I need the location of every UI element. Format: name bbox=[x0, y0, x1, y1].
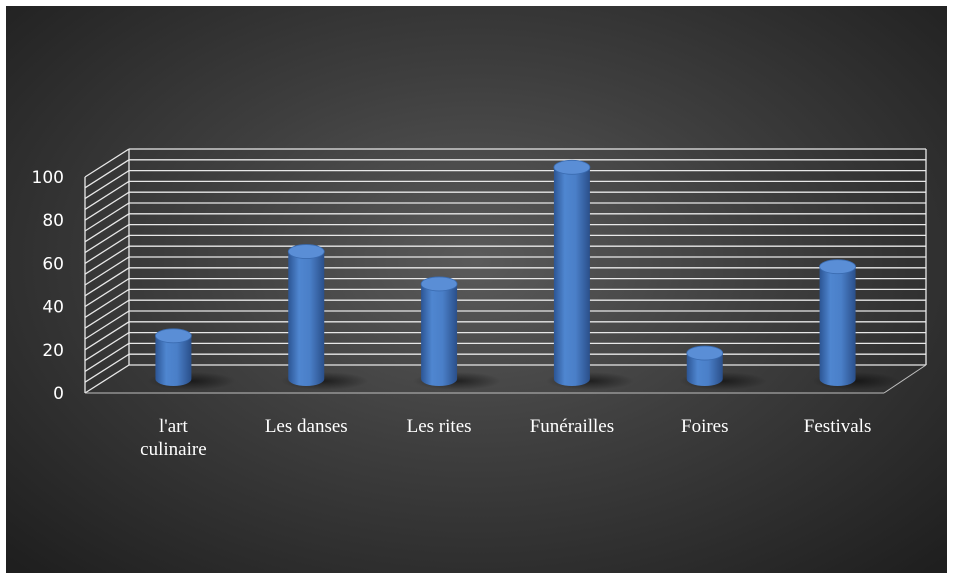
bar-body bbox=[553, 167, 590, 387]
category-label-line: culinaire bbox=[140, 439, 206, 460]
y-tick-label: 20 bbox=[42, 341, 64, 361]
bar-top bbox=[420, 276, 458, 292]
category-label: Festivals bbox=[804, 416, 872, 437]
bar bbox=[280, 244, 369, 390]
grid-line-side bbox=[84, 342, 130, 372]
category-label: l'art culinaire bbox=[140, 416, 206, 460]
grid-line-side bbox=[84, 299, 130, 329]
grid-line-side bbox=[84, 191, 130, 221]
grid-line-side bbox=[84, 288, 130, 318]
bar bbox=[413, 276, 502, 390]
grid-line-side bbox=[84, 202, 130, 232]
category-label: Foires bbox=[681, 416, 729, 437]
bars bbox=[147, 159, 900, 390]
grid-line-side bbox=[84, 256, 130, 286]
grid-line-side bbox=[84, 267, 130, 297]
category-label-line: Les danses bbox=[265, 416, 348, 437]
bar-body bbox=[819, 266, 856, 387]
grid-line-side bbox=[84, 321, 130, 351]
y-axis: 0 20 40 60 80 100 bbox=[32, 168, 86, 404]
bar-chart: 0 20 40 60 80 100 l'art culinaire Les danses Les… bbox=[32, 148, 927, 460]
category-label: Les danses bbox=[265, 416, 348, 437]
grid-line-side bbox=[84, 148, 130, 178]
bar bbox=[545, 159, 634, 390]
bar-body bbox=[288, 251, 325, 387]
grid-line-side bbox=[84, 170, 130, 200]
bar-top bbox=[155, 328, 192, 344]
category-label-line: l'art bbox=[159, 416, 188, 437]
category-label-line: Festivals bbox=[804, 416, 872, 437]
y-tick-label: 40 bbox=[42, 298, 64, 318]
bar-top bbox=[819, 259, 856, 275]
bar bbox=[811, 259, 900, 390]
y-tick-label: 100 bbox=[32, 168, 64, 188]
grid-line-side bbox=[84, 213, 130, 243]
chart-area: 0 20 40 60 80 100 l'art culinaire Les danses Les… bbox=[6, 6, 947, 573]
bar-body bbox=[421, 283, 458, 387]
bar-top bbox=[686, 345, 724, 361]
bar bbox=[147, 328, 236, 390]
grid-line-side bbox=[84, 159, 130, 189]
y-tick-label: 80 bbox=[42, 211, 64, 231]
category-label: Funérailles bbox=[530, 416, 614, 437]
grid-line-side bbox=[84, 234, 130, 264]
grid-line-side bbox=[84, 353, 130, 383]
category-label: Les rites bbox=[407, 416, 472, 437]
category-label-line: Funérailles bbox=[530, 416, 614, 437]
grid-line-side bbox=[84, 278, 130, 308]
y-tick-label: 60 bbox=[42, 254, 64, 274]
grid-lines bbox=[84, 148, 927, 394]
floor-right-edge bbox=[883, 364, 927, 394]
grid-line-side bbox=[84, 180, 130, 210]
category-label-line: Foires bbox=[681, 416, 729, 437]
y-tick-label: 0 bbox=[53, 384, 64, 404]
grid-line-side bbox=[84, 224, 130, 254]
grid-line-side bbox=[84, 310, 130, 340]
category-label-line: Les rites bbox=[407, 416, 472, 437]
grid-line-side bbox=[84, 245, 130, 275]
bar-top bbox=[287, 244, 325, 259]
bar-body bbox=[155, 335, 192, 387]
grid-line-side bbox=[84, 364, 130, 394]
bar-top bbox=[553, 159, 591, 175]
grid-line-side bbox=[84, 332, 130, 362]
bar bbox=[678, 345, 767, 390]
bar-body bbox=[686, 353, 723, 387]
category-labels: l'art culinaire Les danses Les rites Funérai… bbox=[140, 416, 871, 460]
